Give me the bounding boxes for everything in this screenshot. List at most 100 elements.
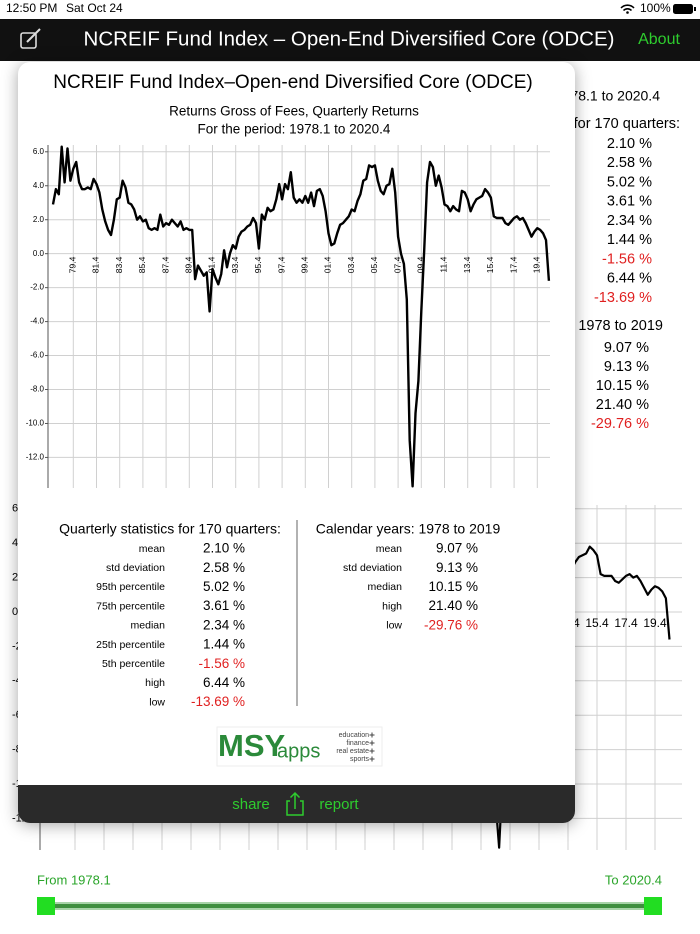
logo-tag: finance bbox=[346, 740, 369, 747]
share-icon-shape[interactable] bbox=[286, 791, 304, 816]
chart: 6.0 4.0 2.0 0.0 -2.0 -4.0 -6.0 -8.0 -10.0 -12.0 79… bbox=[26, 145, 551, 488]
quarterly-value: -13.69 % bbox=[191, 694, 245, 709]
y-tick-label: 2.0 bbox=[33, 215, 45, 224]
about-button[interactable]: About bbox=[638, 31, 680, 48]
stats: mean 2.10 % std deviation 2.58 % 95th percen… bbox=[96, 541, 478, 710]
x-tick-label: 17.4 bbox=[508, 256, 518, 273]
x-tick-label: 81.4 bbox=[91, 256, 101, 273]
calendar-value: 9.13 % bbox=[436, 560, 478, 575]
chart-subtitle: For the period: 1978.1 to 2020.4 bbox=[198, 122, 391, 137]
edit-button[interactable] bbox=[20, 28, 41, 49]
bg-quarterly-value: 1.44 % bbox=[607, 232, 652, 248]
status-time: 12:50 PM bbox=[6, 1, 57, 15]
logo-tag-mark bbox=[369, 732, 375, 738]
share-icon[interactable] bbox=[286, 791, 304, 816]
logo-tag-mark bbox=[369, 740, 375, 746]
bg-quarterly-value: -13.69 % bbox=[594, 290, 652, 306]
calendar-label: std deviation bbox=[343, 562, 402, 574]
battery-icon bbox=[673, 4, 693, 14]
x-tick-label: 89.4 bbox=[184, 256, 194, 273]
quarterly-value: 2.34 % bbox=[203, 617, 245, 632]
x-tick-label: 87.4 bbox=[160, 256, 170, 273]
slider-track[interactable] bbox=[46, 904, 653, 908]
x-tick-label: 11.4 bbox=[439, 256, 449, 272]
logo-tag: education bbox=[339, 732, 369, 739]
nav-title: NCREIF Fund Index – Open-End Diversified… bbox=[84, 27, 615, 50]
quarterly-label: low bbox=[149, 696, 165, 708]
x-tick-label: 15.4 bbox=[585, 616, 609, 630]
bg-quarterly-value: 3.61 % bbox=[607, 194, 652, 210]
range-slider: From 1978.1 To 2020.4 bbox=[37, 872, 662, 915]
logo-tag-mark bbox=[369, 748, 375, 754]
y-tick-label: -10.0 bbox=[26, 419, 45, 428]
logo-frame bbox=[216, 726, 383, 767]
slider-knob-to[interactable] bbox=[644, 897, 662, 915]
x-tick-label: 99.4 bbox=[300, 256, 310, 273]
y-tick-label: -2.0 bbox=[30, 283, 44, 292]
y-tick-label: -6.0 bbox=[30, 351, 44, 360]
calendar-label: mean bbox=[376, 543, 402, 555]
popup-footer bbox=[18, 785, 575, 823]
report-button[interactable]: report bbox=[319, 796, 359, 813]
y-tick-label: -12.0 bbox=[26, 453, 45, 462]
bg-quarterly-value: 5.02 % bbox=[607, 174, 652, 190]
quarterly-value: 6.44 % bbox=[203, 675, 245, 690]
logo-tag-mark bbox=[369, 756, 375, 762]
logo-tag: real estate bbox=[336, 748, 369, 755]
x-tick-label: 05.4 bbox=[369, 256, 379, 273]
calendar-label: median bbox=[368, 581, 403, 593]
wifi-dot bbox=[626, 11, 629, 14]
edit-pen[interactable] bbox=[26, 28, 41, 43]
x-tick-label: 01.4 bbox=[323, 256, 333, 273]
chart-title: Returns Gross of Fees, Quarterly Returns bbox=[169, 104, 419, 119]
y-tick-label: 0.0 bbox=[33, 249, 45, 258]
y-tick-label: 4.0 bbox=[33, 181, 45, 190]
quarterly-value: -1.56 % bbox=[198, 656, 245, 671]
slider-from: From 1978.1 bbox=[37, 872, 111, 887]
calendar-value: 10.15 % bbox=[428, 579, 478, 594]
bg-quarterly-value: 6.44 % bbox=[607, 271, 652, 287]
edit-icon[interactable] bbox=[20, 32, 37, 49]
bg-calendar-value: 9.07 % bbox=[604, 340, 649, 356]
y-tick-label: -4.0 bbox=[30, 317, 44, 326]
x-tick-label: 17.4 bbox=[614, 616, 638, 630]
y-tick-label: 6.0 bbox=[33, 147, 45, 156]
battery-tip bbox=[694, 7, 696, 11]
x-tick-label: 19.4 bbox=[532, 256, 542, 273]
slider-knob-from[interactable] bbox=[37, 897, 55, 915]
battery-text: 100% bbox=[640, 1, 671, 15]
bg-quarterly-value: 2.34 % bbox=[607, 213, 652, 229]
quarterly-label: 75th percentile bbox=[96, 600, 165, 612]
calendar-value: -29.76 % bbox=[424, 617, 478, 632]
nav-bar: NCREIF Fund Index – Open-End Diversified… bbox=[0, 19, 700, 61]
x-tick-label: 19.4 bbox=[643, 616, 667, 630]
quarterly-heading: Quarterly statistics for 170 quarters: bbox=[59, 521, 281, 537]
popup: NCREIF Fund Index–Open-end Diversified C… bbox=[18, 62, 575, 823]
quarterly-value: 1.44 % bbox=[203, 637, 245, 652]
x-tick-label: 93.4 bbox=[230, 256, 240, 273]
logo-main: MSY bbox=[218, 728, 286, 763]
nav-background bbox=[0, 19, 700, 61]
x-tick-label: 83.4 bbox=[114, 256, 124, 273]
popup-background bbox=[18, 62, 575, 823]
logo-tag: sports bbox=[350, 756, 370, 763]
x-tick-label: 79.4 bbox=[68, 256, 78, 273]
popup-title: NCREIF Fund Index–Open-end Diversified C… bbox=[53, 72, 532, 93]
x-tick-label: 09.4 bbox=[416, 256, 426, 273]
share-button[interactable]: share bbox=[232, 796, 270, 813]
logo-sub: apps bbox=[277, 740, 320, 762]
calendar-heading: Calendar years: 1978 to 2019 bbox=[316, 521, 501, 537]
x-tick-label: 07.4 bbox=[392, 256, 402, 273]
quarterly-label: 95th percentile bbox=[96, 581, 165, 593]
quarterly-value: 2.58 % bbox=[203, 560, 245, 575]
bg-calendar-value: 10.15 % bbox=[596, 378, 649, 394]
quarterly-label: median bbox=[131, 620, 166, 632]
data-line bbox=[51, 145, 551, 488]
x-tick-label: 95.4 bbox=[253, 256, 263, 273]
quarterly-label: mean bbox=[139, 543, 165, 555]
slider-to: To 2020.4 bbox=[605, 872, 662, 887]
